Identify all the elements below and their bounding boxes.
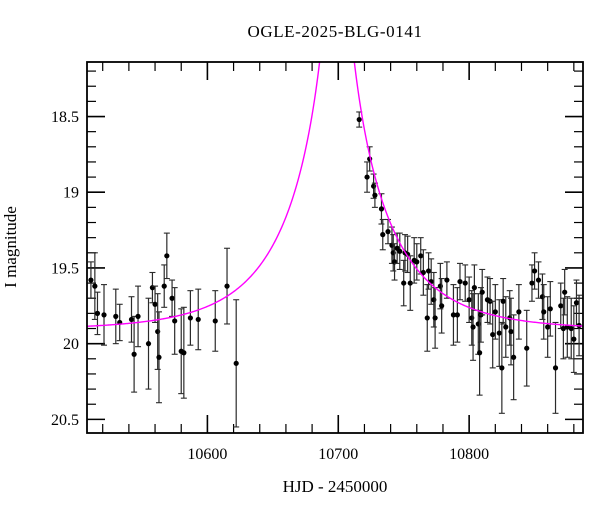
y-tick-label: 19.5 — [51, 260, 79, 277]
y-tick-label: 19 — [63, 185, 79, 202]
photometry-points — [87, 111, 583, 428]
y-axis-label: I magnitude — [1, 206, 20, 288]
x-tick-label: 10600 — [187, 446, 227, 463]
axis-frame — [86, 61, 584, 434]
tick-marks — [87, 62, 583, 433]
y-tick-label: 18.5 — [51, 109, 79, 126]
model-curve — [87, 62, 583, 327]
y-tick-label: 20.5 — [51, 412, 79, 429]
x-axis-label: HJD - 2450000 — [283, 477, 388, 496]
y-tick-label: 20 — [63, 336, 79, 353]
tick-labels: 10600 10700 10800 18.5 19 19.5 20 20.5 — [51, 109, 489, 463]
chart-title: OGLE-2025-BLG-0141 — [247, 22, 422, 41]
x-tick-label: 10800 — [449, 446, 489, 463]
x-tick-label: 10700 — [318, 446, 358, 463]
